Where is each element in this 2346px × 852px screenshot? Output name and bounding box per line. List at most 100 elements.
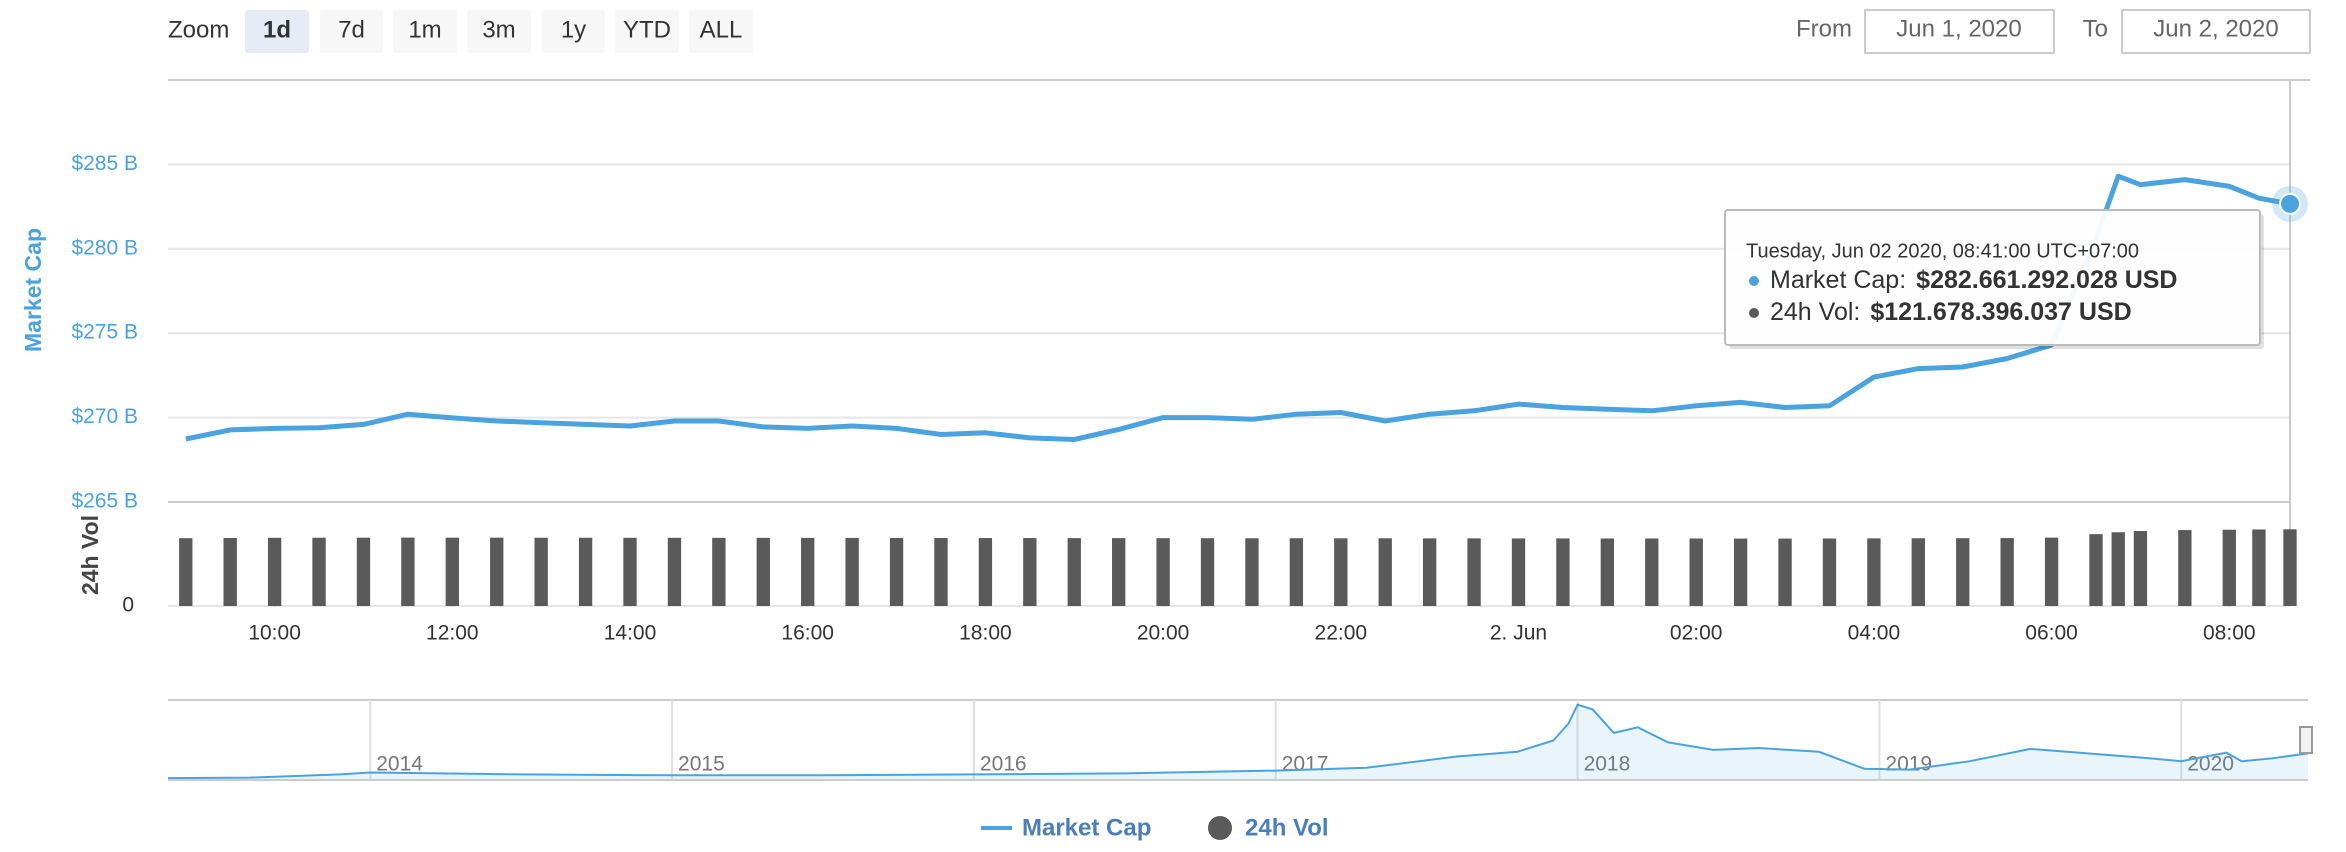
volume-bar	[1556, 538, 1570, 606]
volume-bar	[1378, 538, 1392, 606]
volume-bar	[712, 537, 726, 606]
from-input[interactable]	[1864, 9, 2055, 54]
x-tick-label: 22:00	[1315, 622, 1368, 645]
zoom-button-label[interactable]: ALL	[700, 16, 743, 43]
zoom-button[interactable]	[542, 10, 605, 53]
zoom-label: Zoom	[168, 16, 229, 43]
zoom-button-label[interactable]: 1m	[408, 16, 441, 43]
volume-bar	[845, 537, 859, 606]
navigator-year-label: 2014	[376, 753, 423, 776]
to-label: To	[2083, 15, 2108, 42]
volume-bar	[1245, 538, 1259, 606]
volume-bar	[2111, 532, 2125, 606]
x-tick-label: 2. Jun	[1490, 622, 1547, 645]
y-axis-title: Market Cap	[20, 228, 46, 352]
zoom-button[interactable]	[467, 10, 531, 53]
to-value[interactable]: Jun 2, 2020	[2153, 15, 2278, 42]
volume-bar	[1200, 538, 1215, 606]
legend-label[interactable]: Market Cap	[1022, 814, 1151, 841]
tooltip-label: Market Cap:	[1770, 266, 1906, 294]
y-tick-label: $265 B	[71, 490, 138, 513]
volume-bar	[623, 537, 637, 606]
volume-bar	[1511, 538, 1526, 606]
x-tick-label: 20:00	[1137, 622, 1190, 645]
zoom-button-label[interactable]: 1d	[263, 16, 291, 43]
tooltip-row: 24h Vol: $121.678.396.037 USD	[1770, 298, 2132, 326]
volume-bar	[1867, 538, 1881, 606]
zoom-button-label[interactable]: 3m	[482, 16, 515, 43]
volume-bar	[2044, 537, 2059, 606]
volume-bar	[1112, 538, 1126, 606]
tooltip-bullet	[1749, 308, 1759, 318]
volume-bar	[2178, 530, 2192, 606]
x-tick-label: 12:00	[426, 622, 479, 645]
navigator-year-label: 2015	[678, 753, 725, 776]
x-tick-label: 06:00	[2025, 622, 2078, 645]
volume-bar	[267, 537, 282, 606]
volume-bar	[1156, 538, 1170, 606]
volume-bar	[1733, 538, 1748, 606]
tooltip-value: $282.661.292.028 USD	[1916, 266, 2177, 294]
volume-bar	[934, 537, 948, 606]
volume-bar	[1023, 538, 1037, 606]
x-tick-label: 08:00	[2203, 622, 2256, 645]
y2-tick-label: 0	[122, 594, 134, 617]
y-tick-label: $285 B	[71, 152, 138, 175]
x-tick-label: 14:00	[604, 622, 657, 645]
volume-bar	[1289, 538, 1304, 606]
zoom-button-label[interactable]: 7d	[338, 16, 365, 43]
volume-bar	[1956, 538, 1970, 606]
from-label: From	[1796, 15, 1852, 42]
volume-bar	[1911, 538, 1925, 606]
y-tick-label: $270 B	[71, 405, 138, 428]
y-tick-label: $280 B	[71, 236, 138, 259]
y2-axis-title: 24h Vol	[77, 515, 103, 595]
volume-bar	[889, 537, 904, 606]
hover-point	[2279, 192, 2301, 215]
volume-bar	[401, 537, 415, 606]
zoom-button-label[interactable]: YTD	[623, 16, 671, 43]
volume-bar	[179, 538, 193, 606]
zoom-button[interactable]	[320, 10, 383, 53]
tooltip-row: Market Cap: $282.661.292.028 USD	[1770, 266, 2178, 294]
tooltip-header: Tuesday, Jun 02 2020, 08:41:00 UTC+07:00	[1746, 240, 2139, 262]
volume-bar	[356, 537, 371, 606]
volume-bar	[1689, 538, 1703, 606]
volume-bar	[2089, 534, 2103, 606]
y-tick-label: $275 B	[71, 321, 138, 344]
market-cap-line	[185, 173, 2291, 442]
volume-bar	[2000, 538, 2014, 606]
x-tick-label: 02:00	[1670, 622, 1723, 645]
volume-bar	[667, 537, 682, 606]
zoom-button[interactable]	[393, 10, 457, 53]
tooltip-label: 24h Vol:	[1770, 298, 1860, 326]
from-value[interactable]: Jun 1, 2020	[1896, 15, 2021, 42]
volume-bar	[312, 537, 326, 606]
x-tick-label: 16:00	[781, 622, 834, 645]
navigator-handle[interactable]	[2299, 726, 2313, 754]
navigator-line	[167, 703, 2309, 780]
volume-bar	[490, 537, 504, 606]
volume-bar	[1334, 538, 1348, 606]
volume-bar	[1822, 538, 1837, 606]
to-input[interactable]	[2121, 9, 2311, 54]
volume-bar	[223, 537, 237, 606]
volume-bar	[534, 537, 548, 606]
volume-bar	[801, 537, 815, 606]
volume-bar	[1467, 538, 1481, 606]
legend-label[interactable]: 24h Vol	[1245, 814, 1329, 841]
legend-symbol[interactable]	[1208, 816, 1232, 840]
volume-bar	[756, 537, 770, 606]
zoom-button[interactable]	[245, 10, 309, 53]
volume-bar	[1778, 538, 1792, 606]
volume-bar	[578, 537, 593, 606]
x-tick-label: 04:00	[1848, 622, 1901, 645]
zoom-button-label[interactable]: 1y	[561, 16, 586, 43]
zoom-button[interactable]	[615, 10, 679, 53]
volume-bar	[978, 538, 993, 606]
tooltip-value: $121.678.396.037 USD	[1870, 298, 2131, 326]
volume-bar	[2283, 529, 2297, 606]
zoom-button[interactable]	[689, 10, 753, 53]
volume-bar	[2133, 530, 2148, 606]
navigator-year-label: 2016	[980, 753, 1027, 776]
